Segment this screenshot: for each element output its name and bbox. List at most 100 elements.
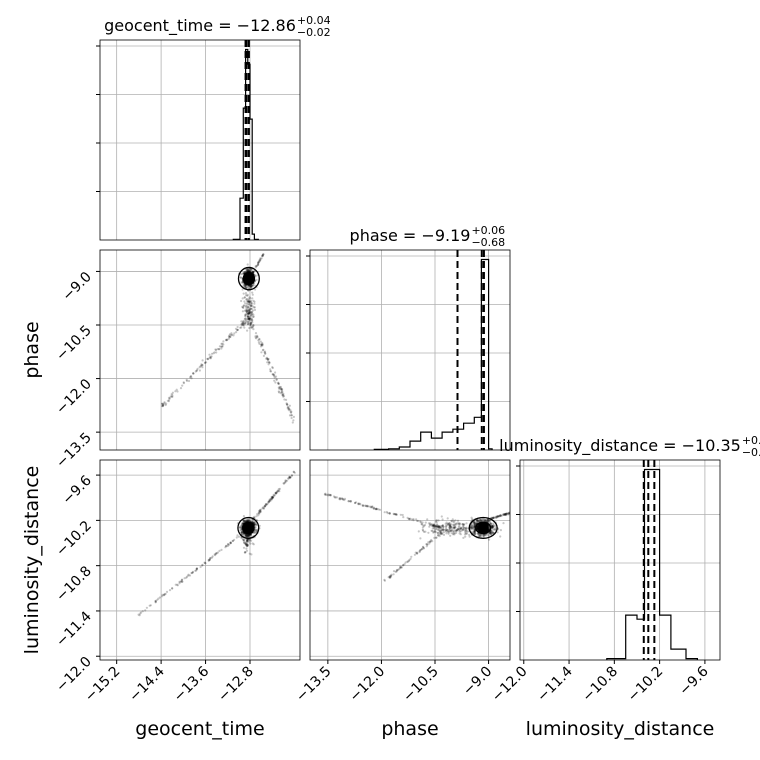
- sample-point-53: [477, 534, 480, 537]
- sample-point-734: [446, 522, 449, 525]
- sample-point-798: [164, 592, 167, 596]
- sample-point-519: [242, 532, 245, 535]
- sample-point-690: [440, 527, 443, 530]
- sample-point-700: [450, 523, 453, 526]
- sample-point-921: [439, 526, 442, 529]
- sample-point-798: [432, 531, 435, 534]
- sample-point-976: [271, 497, 274, 500]
- sample-point-1035: [395, 570, 398, 573]
- sample-point-1015: [252, 323, 255, 327]
- sample-point-950: [263, 504, 266, 508]
- sample-point-920: [276, 490, 279, 493]
- title-minus-luminosity-distance: −0.06: [742, 446, 760, 459]
- sample-point-177: [475, 520, 478, 523]
- sample-point-57: [473, 530, 476, 533]
- sample-point-1048: [428, 540, 431, 543]
- sample-point-496: [478, 535, 481, 538]
- sample-point-1019: [274, 371, 277, 374]
- sample-point-876: [165, 402, 168, 405]
- sample-point-67: [490, 533, 493, 536]
- sample-point-924: [343, 497, 347, 500]
- sample-point-877: [226, 543, 229, 546]
- sample-point-192: [491, 526, 494, 529]
- sample-point-836: [246, 311, 249, 315]
- sample-point-773: [244, 309, 248, 312]
- frame-2d-geocent-time-luminosity-distance: [99, 459, 301, 661]
- sample-point-891: [179, 387, 183, 390]
- sample-point-193: [476, 527, 479, 530]
- sample-point-687: [458, 522, 461, 525]
- sample-point-1121: [504, 513, 507, 516]
- sample-point-896: [448, 527, 452, 530]
- sample-point-713: [246, 320, 249, 323]
- sample-point-123: [242, 533, 245, 536]
- sample-point-1017: [428, 542, 431, 545]
- sample-point-741: [244, 551, 247, 554]
- sample-point-841: [450, 526, 453, 530]
- sample-point-708: [465, 527, 468, 530]
- sample-point-873: [438, 525, 442, 528]
- sample-point-1072: [383, 578, 386, 582]
- sample-point-314: [254, 288, 257, 291]
- sample-point-808: [248, 311, 251, 315]
- sample-point-418: [240, 281, 243, 284]
- sample-point-975: [359, 503, 362, 506]
- sample-point-819: [461, 523, 464, 526]
- sample-point-952: [338, 497, 341, 500]
- sample-point-472: [240, 531, 243, 534]
- sample-point-821: [208, 558, 211, 562]
- sample-point-900: [290, 474, 294, 477]
- sample-point-658: [464, 531, 467, 534]
- sample-point-262: [244, 292, 248, 295]
- sample-point-838: [139, 612, 142, 615]
- sample-point-908: [265, 503, 268, 506]
- sample-point-889: [444, 529, 447, 532]
- sample-point-1040: [261, 343, 264, 346]
- sample-point-841: [241, 297, 244, 300]
- sample-point-742: [433, 526, 436, 529]
- sample-point-898: [452, 524, 455, 527]
- sample-point-913: [286, 479, 289, 482]
- sample-point-918: [288, 476, 291, 479]
- sample-point-692: [432, 525, 435, 528]
- sample-point-1044: [277, 381, 280, 384]
- sample-point-892: [161, 405, 164, 408]
- sample-point-413: [251, 270, 254, 274]
- sample-point-243: [246, 286, 249, 289]
- y-axis-label-phase: phase: [21, 321, 43, 378]
- sample-point-1034: [416, 551, 419, 554]
- sample-point-527: [491, 531, 494, 535]
- sample-point-1002: [410, 518, 413, 521]
- sample-point-943: [236, 329, 239, 332]
- sample-point-522: [246, 294, 249, 297]
- sample-point-824: [213, 553, 216, 556]
- sample-point-225: [490, 524, 493, 527]
- sample-point-321: [252, 521, 255, 524]
- sample-point-1136: [502, 513, 506, 516]
- sample-point-1003: [409, 517, 412, 520]
- sample-point-807: [241, 310, 244, 313]
- sample-point-784: [251, 326, 254, 329]
- sample-point-738: [248, 308, 252, 311]
- sample-point-720: [243, 326, 246, 329]
- sample-point-988: [417, 519, 420, 523]
- sample-point-890: [287, 477, 290, 480]
- sample-point-815: [437, 525, 440, 528]
- sample-point-848: [195, 567, 199, 570]
- sample-point-707: [438, 530, 441, 533]
- sample-point-501: [241, 522, 244, 525]
- sample-point-481: [253, 521, 256, 524]
- sample-point-861: [192, 372, 195, 375]
- sample-point-945: [288, 476, 291, 479]
- sample-point-968: [246, 317, 250, 320]
- sample-point-1057: [407, 559, 411, 563]
- sample-point-733: [452, 530, 455, 534]
- sample-point-704: [242, 324, 245, 327]
- sample-point-1067: [255, 337, 258, 340]
- sample-point-942: [401, 513, 404, 517]
- sample-point-708: [240, 320, 243, 323]
- sample-point-1002: [290, 414, 293, 417]
- sample-point-777: [445, 532, 448, 535]
- sample-point-727: [455, 528, 459, 532]
- sample-point-140: [489, 521, 492, 525]
